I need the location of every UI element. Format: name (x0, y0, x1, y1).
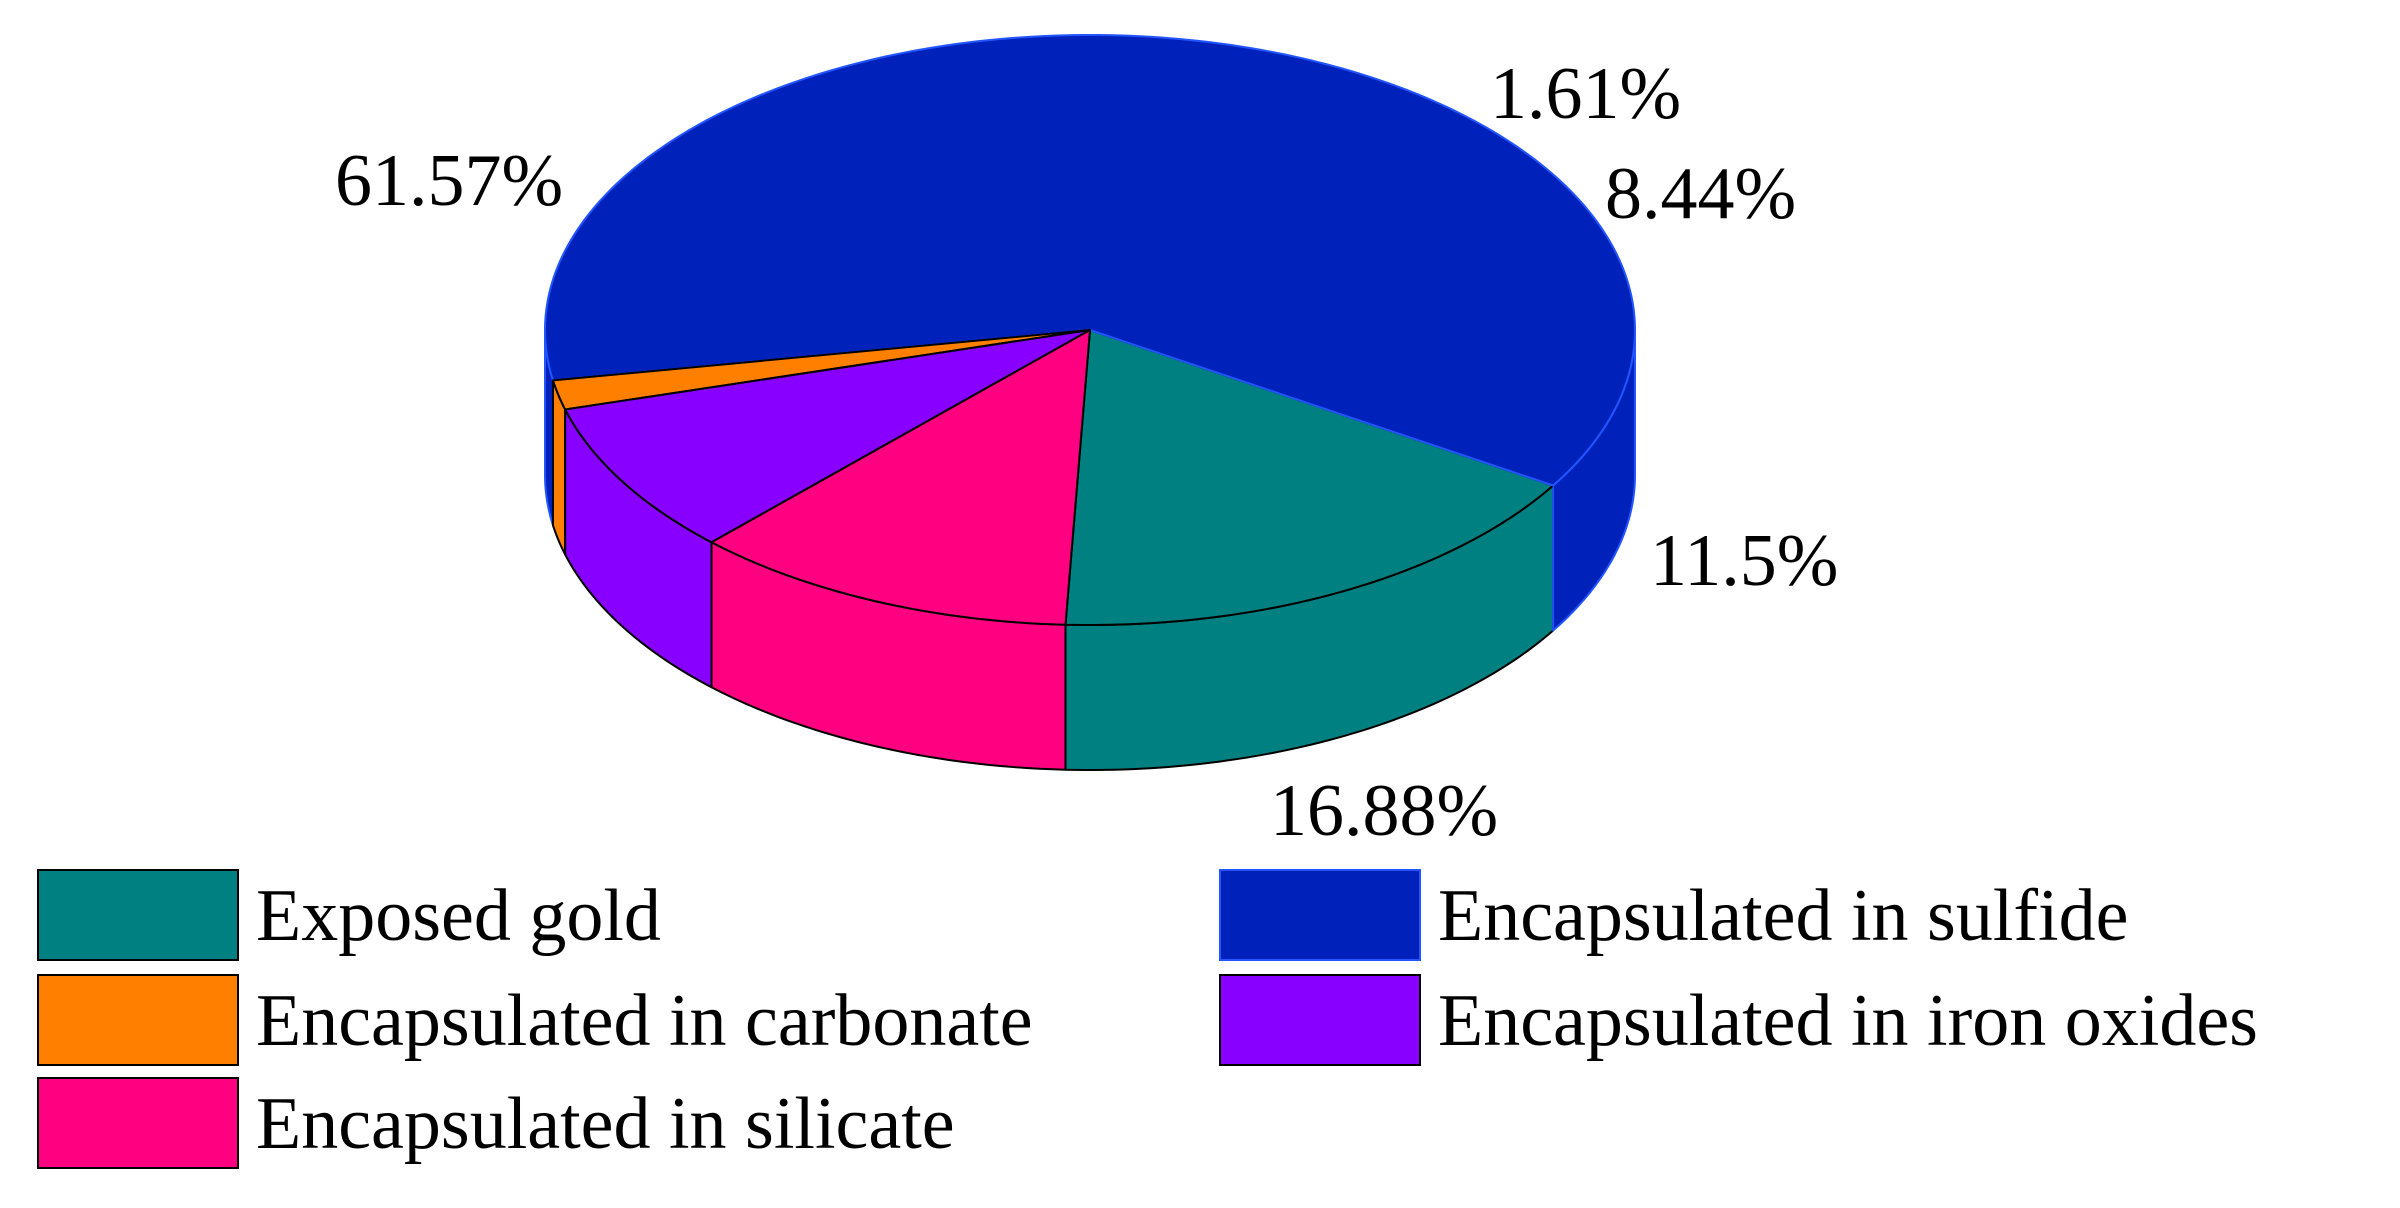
pie-slice-encapsulated-in-iron-oxides (564, 329, 1091, 544)
legend: Exposed gold Encapsulated in sulfide Encap… (37, 869, 2258, 1169)
legend-swatch-encapsulated-in-silicate (37, 1077, 239, 1169)
pie-slice-encapsulated-in-sulfide (544, 34, 1636, 487)
legend-label-encapsulated-in-carbonate: Encapsulated in carbonate (256, 980, 1033, 1062)
slice-label-encapsulated-in-iron-oxides: 8.44% (1605, 153, 1796, 235)
pie-labels: 16.88% 61.57% 1.61% 8.44% 11.5% (335, 53, 1838, 852)
pie-tops (544, 34, 1636, 626)
pie-slice-exposed-gold (1064, 329, 1555, 626)
slice-label-encapsulated-in-carbonate: 1.61% (1490, 53, 1681, 135)
slice-label-encapsulated-in-silicate: 11.5% (1650, 520, 1838, 602)
legend-swatch-encapsulated-in-iron-oxides (1219, 974, 1421, 1066)
legend-label-encapsulated-in-sulfide: Encapsulated in sulfide (1438, 875, 2128, 957)
pie-slice-encapsulated-in-silicate (710, 329, 1091, 626)
legend-swatch-exposed-gold (37, 869, 239, 961)
slice-label-encapsulated-in-sulfide: 61.57% (335, 140, 563, 222)
legend-swatch-encapsulated-in-sulfide (1219, 869, 1421, 961)
legend-swatch-encapsulated-in-carbonate (37, 974, 239, 1066)
legend-label-encapsulated-in-iron-oxides: Encapsulated in iron oxides (1438, 980, 2258, 1062)
slice-label-exposed-gold: 16.88% (1270, 770, 1498, 852)
legend-label-encapsulated-in-silicate: Encapsulated in silicate (256, 1083, 955, 1165)
legend-label-exposed-gold: Exposed gold (256, 875, 661, 957)
